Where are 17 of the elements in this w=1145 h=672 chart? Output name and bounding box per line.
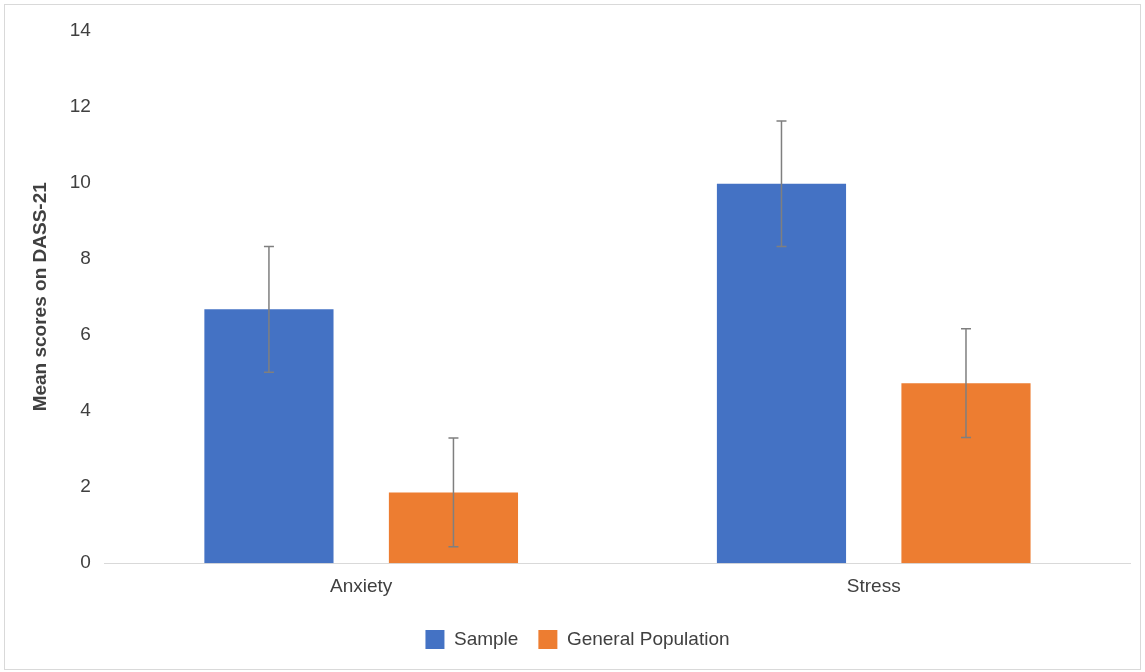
y-tick-label: 8 [80, 246, 91, 268]
y-tick-label: 0 [80, 551, 91, 573]
y-tick-label: 12 [69, 94, 91, 116]
bar [204, 309, 334, 564]
y-tick-label: 2 [80, 475, 91, 497]
legend-label: General Population [566, 627, 730, 649]
x-tick-label: Stress [846, 574, 901, 596]
y-tick-label: 4 [80, 399, 92, 421]
bar [716, 183, 847, 564]
bar [901, 383, 1031, 564]
x-tick-label: Anxiety [330, 574, 393, 596]
bar [388, 492, 519, 564]
y-tick-label: 14 [69, 18, 92, 40]
y-tick-label: 10 [69, 170, 91, 192]
y-axis-title: Mean scores on DASS-21 [28, 181, 50, 412]
legend-label: Sample [453, 627, 519, 649]
y-tick-label: 6 [80, 323, 91, 345]
